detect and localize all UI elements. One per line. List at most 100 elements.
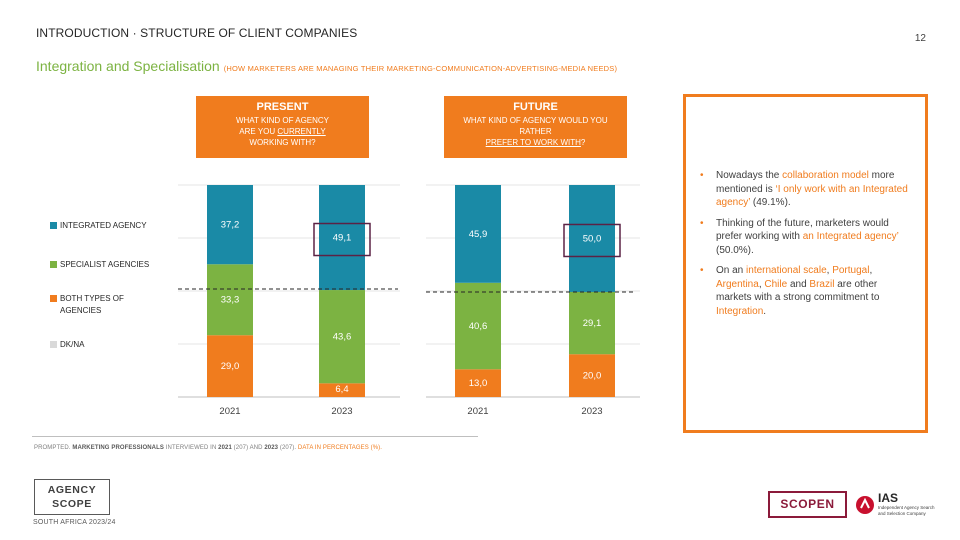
insight-3-highlight-f: Integration xyxy=(716,305,764,317)
footnote-text-a: PROMPTED. xyxy=(34,445,73,451)
present-bar-2021-integrated-agency xyxy=(207,185,253,265)
insight-3-text-c: , xyxy=(869,265,873,276)
insight-1-text-a: Nowadays the xyxy=(716,170,783,181)
title-text: Integration and Specialisation xyxy=(36,58,220,74)
legend-swatch-integrated xyxy=(50,222,57,229)
insight-3-highlight-c: Argentina xyxy=(716,278,759,290)
footnote-bold-c: 2023 xyxy=(264,445,279,451)
insight-3-highlight-d: Chile xyxy=(764,278,788,290)
future-question-line1: WHAT KIND OF AGENCY WOULD YOU xyxy=(463,116,608,125)
present-highlight-box xyxy=(313,222,371,257)
legend-swatch-both xyxy=(50,295,57,302)
legend-item-dkna: DK/NA xyxy=(50,339,170,351)
present-label-2023-both-types-of-agencies: 6,4 xyxy=(335,384,348,395)
title-subtitle: (HOW MARKETERS ARE MANAGING THEIR MARKET… xyxy=(223,64,618,73)
ias-mark-icon xyxy=(856,496,874,514)
future-label-2021-both-types-of-agencies: 13,0 xyxy=(469,378,488,389)
future-question-underlined: PREFER TO WORK WITH xyxy=(485,138,581,147)
footnote-text-b: INTERVIEWED IN xyxy=(163,445,219,451)
ias-name: IAS xyxy=(878,491,899,505)
legend-label-both: BOTH TYPES OF AGENCIES xyxy=(60,294,124,315)
present-heading: PRESENT xyxy=(256,101,309,113)
insight-1-text-b: more mentioned is xyxy=(716,170,895,195)
present-question-line1: WHAT KIND OF AGENCY xyxy=(235,116,330,125)
present-question-line2-pre: ARE YOU xyxy=(239,127,278,136)
future-label-2023-integrated-agency: 50,0 xyxy=(583,233,602,244)
present-label-2023-integrated-agency: 49,1 xyxy=(333,233,352,244)
legend-item-specialist: SPECIALIST AGENCIES xyxy=(50,259,170,271)
insight-2-highlight-a: an Integrated agency’ xyxy=(802,231,899,242)
future-bar-2023-specialist-agencies xyxy=(569,291,615,355)
insights-box: Nowadays the collaboration model more me… xyxy=(683,94,928,433)
legend-item-both: BOTH TYPES OF AGENCIES xyxy=(50,293,170,317)
present-label-2023-specialist-agencies: 43,6 xyxy=(333,332,352,343)
footnote-highlight: DATA IN PERCENTAGES (%). xyxy=(297,445,382,451)
insight-3-highlight-b: Portugal xyxy=(832,265,870,276)
future-bar-2021-both-types-of-agencies xyxy=(455,369,501,397)
insight-1-text-c: (49.1%). xyxy=(750,197,791,208)
legend-label-dkna: DK/NA xyxy=(60,340,85,349)
future-question: WHAT KIND OF AGENCY WOULD YOU RATHER PRE… xyxy=(444,115,627,148)
present-bar-2021-specialist-agencies xyxy=(207,264,253,336)
present-bar-2021-both-types-of-agencies xyxy=(207,335,253,397)
ias-logo: IAS Independent Agency Search and Select… xyxy=(855,491,935,521)
insight-2-text-a: Thinking of the future, marketers would … xyxy=(716,217,889,243)
insight-3-text-d: , xyxy=(758,278,765,290)
agency-scope-logo-line1: AGENCY xyxy=(47,484,97,496)
insight-3: On an international scale, Portugal, Arg… xyxy=(698,264,913,318)
footnote-bold-b: 2021 xyxy=(218,445,232,451)
present-xtick-2021: 2021 xyxy=(219,406,240,417)
present-bar-2023-both-types-of-agencies xyxy=(319,383,365,397)
page-number: 12 xyxy=(914,33,926,44)
insight-3-text-b: , xyxy=(826,265,833,276)
future-xtick-2023: 2023 xyxy=(581,406,602,417)
insight-3-text-g: . xyxy=(763,305,767,317)
footnote-divider xyxy=(32,436,478,437)
insight-2-text-b: (50.0%). xyxy=(716,244,754,256)
future-bar-2023-integrated-agency xyxy=(569,185,615,292)
insights-list: Nowadays the collaboration model more me… xyxy=(698,169,913,325)
scopen-logo: SCOPEN xyxy=(768,491,847,518)
present-question-underlined: CURRENTLY xyxy=(277,127,326,136)
footnote-bold-a: MARKETING PROFESSIONALS xyxy=(72,445,164,451)
future-question-line2: RATHER xyxy=(519,127,552,136)
present-label-2021-both-types-of-agencies: 29,0 xyxy=(221,361,240,372)
edition-label: SOUTH AFRICA 2023/24 xyxy=(33,519,116,526)
footnote-text-d: (207). xyxy=(278,445,298,451)
future-label-2021-specialist-agencies: 40,6 xyxy=(469,321,488,332)
insight-3-text-a: On an xyxy=(716,265,747,276)
present-xtick-2023: 2023 xyxy=(331,406,352,417)
present-bar-2023-specialist-agencies xyxy=(319,290,365,384)
footnote-text-c: (207) AND xyxy=(231,445,265,451)
insight-3-highlight-e: Brazil xyxy=(809,278,835,290)
future-question-line3-post: ? xyxy=(580,138,586,147)
present-bar-2023-integrated-agency xyxy=(319,185,365,291)
insight-1: Nowadays the collaboration model more me… xyxy=(698,169,913,210)
insight-1-highlight-b: ‘I only work with an Integrated agency’ xyxy=(716,183,908,209)
future-heading: FUTURE xyxy=(513,101,558,113)
legend-label-specialist: SPECIALIST AGENCIES xyxy=(60,260,150,269)
insight-2: Thinking of the future, marketers would … xyxy=(698,217,913,258)
agency-scope-logo-line2: SCOPE xyxy=(52,498,92,510)
legend-swatch-dkna xyxy=(50,341,57,348)
insight-3-text-f: are other markets with a strong commitme… xyxy=(716,278,880,304)
legend-item-integrated: INTEGRATED AGENCY xyxy=(50,220,170,232)
insight-1-highlight-a: collaboration model xyxy=(782,170,869,181)
present-label-2021-integrated-agency: 37,2 xyxy=(221,220,240,231)
future-highlight-box xyxy=(563,223,621,258)
ias-description: Independent Agency Search and Selection … xyxy=(878,505,935,516)
insight-3-highlight-a: international scale xyxy=(746,265,827,276)
future-header-box: FUTURE WHAT KIND OF AGENCY WOULD YOU RAT… xyxy=(444,96,627,158)
breadcrumb: INTRODUCTION · STRUCTURE OF CLIENT COMPA… xyxy=(36,26,358,40)
agency-scope-logo: AGENCY SCOPE xyxy=(34,479,110,515)
future-xtick-2021: 2021 xyxy=(467,406,488,417)
future-bar-2023-both-types-of-agencies xyxy=(569,354,615,397)
future-label-2023-specialist-agencies: 29,1 xyxy=(583,318,602,329)
present-label-2021-specialist-agencies: 33,3 xyxy=(221,295,240,306)
insight-3-text-e: and xyxy=(787,278,810,290)
future-bar-2021-integrated-agency xyxy=(455,185,501,283)
legend-label-integrated: INTEGRATED AGENCY xyxy=(60,221,147,230)
present-question-line3: WORKING WITH? xyxy=(249,138,316,147)
future-label-2023-both-types-of-agencies: 20,0 xyxy=(583,371,602,382)
